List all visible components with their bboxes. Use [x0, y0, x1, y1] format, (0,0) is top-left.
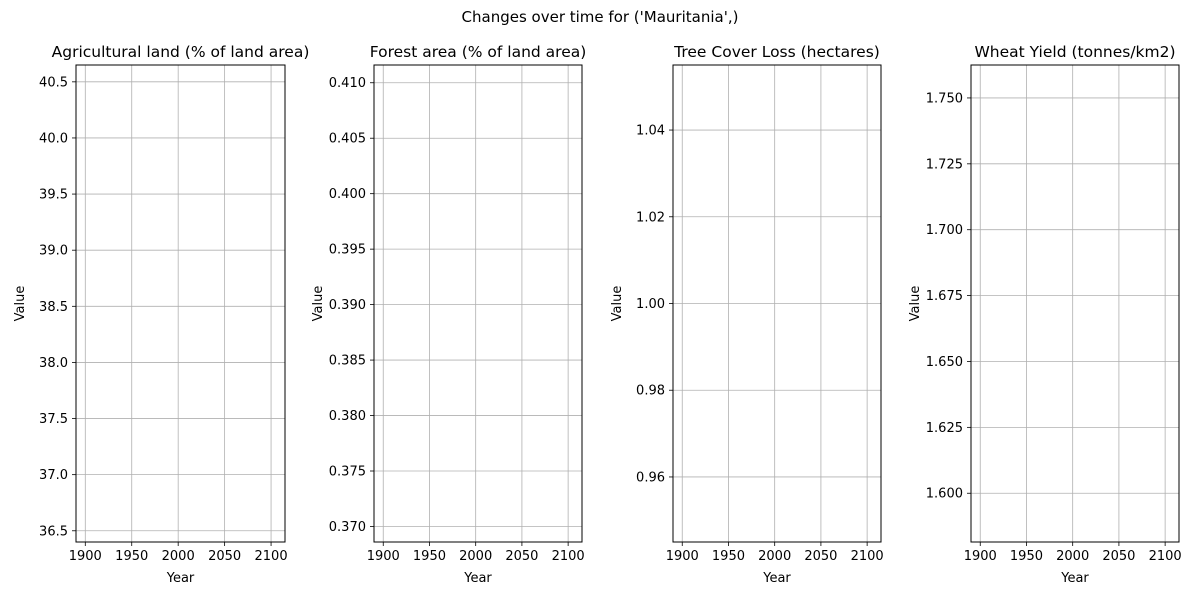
y-tick-label: 0.375: [329, 465, 366, 480]
x-tick-label: 1950: [1010, 549, 1043, 564]
y-tick-label: 36.5: [39, 524, 68, 539]
axes-frame: [75, 64, 286, 543]
subplot-title: Agricultural land (% of land area): [52, 43, 310, 61]
x-tick-label: 2100: [255, 549, 288, 564]
y-tick-label: 40.0: [39, 131, 68, 146]
axes-frame: [672, 64, 882, 543]
x-axis-label: Year: [1060, 571, 1089, 586]
y-axis-label: Value: [908, 286, 923, 322]
x-tick-label: 2000: [758, 549, 791, 564]
y-tick-label: 40.5: [39, 75, 68, 90]
y-tick-label: 0.96: [636, 470, 665, 485]
figure-title: Changes over time for ('Mauritania',): [461, 8, 739, 26]
x-tick-label: 2000: [459, 549, 492, 564]
y-tick-label: 1.675: [926, 289, 963, 304]
x-tick-label: 2100: [851, 549, 884, 564]
axes-frame: [373, 64, 583, 543]
y-tick-label: 0.370: [329, 520, 366, 535]
x-tick-label: 2100: [1149, 549, 1182, 564]
x-tick-label: 2100: [552, 549, 585, 564]
subplot-title: Wheat Yield (tonnes/km2): [974, 43, 1175, 61]
y-tick-label: 37.0: [39, 468, 68, 483]
x-axis-label: Year: [463, 571, 492, 586]
y-tick-label: 39.0: [39, 244, 68, 259]
y-tick-label: 0.410: [329, 76, 366, 91]
y-tick-label: 1.625: [926, 421, 963, 436]
subplot-title: Tree Cover Loss (hectares): [673, 43, 880, 61]
x-tick-label: 1950: [712, 549, 745, 564]
x-tick-label: 1950: [115, 549, 148, 564]
axes-frame: [970, 64, 1180, 543]
y-tick-label: 1.725: [926, 157, 963, 172]
y-tick-label: 0.390: [329, 298, 366, 313]
y-tick-label: 1.00: [636, 297, 665, 312]
x-tick-label: 1900: [367, 549, 400, 564]
y-tick-label: 38.5: [39, 300, 68, 315]
y-tick-label: 39.5: [39, 188, 68, 203]
y-tick-label: 37.5: [39, 412, 68, 427]
y-tick-label: 0.405: [329, 132, 366, 147]
x-tick-label: 2050: [505, 549, 538, 564]
x-tick-label: 1900: [964, 549, 997, 564]
x-tick-label: 1950: [413, 549, 446, 564]
x-tick-label: 2050: [1102, 549, 1135, 564]
x-tick-label: 2050: [208, 549, 241, 564]
y-axis-label: Value: [311, 286, 326, 322]
y-tick-label: 1.650: [926, 355, 963, 370]
y-tick-label: 0.400: [329, 187, 366, 202]
y-axis-label: Value: [610, 286, 625, 322]
y-tick-label: 1.02: [636, 210, 665, 225]
y-tick-label: 0.385: [329, 354, 366, 369]
x-tick-label: 2000: [1056, 549, 1089, 564]
x-tick-label: 1900: [666, 549, 699, 564]
y-tick-label: 1.600: [926, 487, 963, 502]
x-tick-label: 2000: [162, 549, 195, 564]
y-tick-label: 38.0: [39, 356, 68, 371]
x-tick-label: 2050: [804, 549, 837, 564]
y-axis-label: Value: [13, 286, 28, 322]
subplot-title: Forest area (% of land area): [370, 43, 587, 61]
x-axis-label: Year: [166, 571, 195, 586]
y-tick-label: 1.04: [636, 124, 665, 139]
y-tick-label: 0.380: [329, 409, 366, 424]
x-tick-label: 1900: [69, 549, 102, 564]
y-tick-label: 1.700: [926, 223, 963, 238]
y-tick-label: 0.98: [636, 384, 665, 399]
x-axis-label: Year: [762, 571, 791, 586]
y-tick-label: 0.395: [329, 243, 366, 258]
y-tick-label: 1.750: [926, 91, 963, 106]
